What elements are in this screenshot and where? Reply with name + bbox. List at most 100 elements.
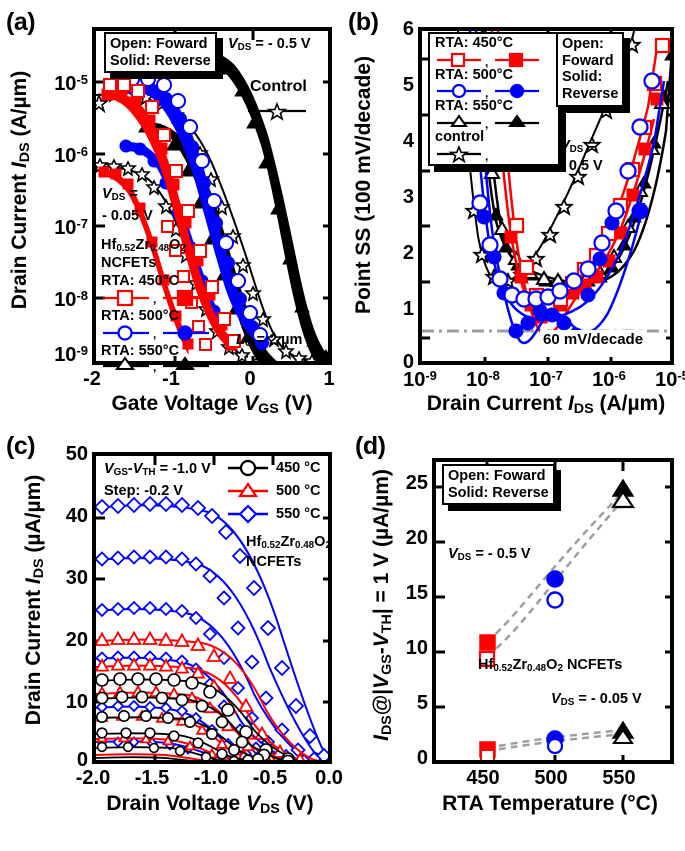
panel-c-xtick-minus15: -1.5 [134,767,170,789]
panel-d-trend-open-high [486,499,624,657]
panel-d-point-500-open-high [546,591,564,609]
panel-a-legend-symbol-450: , [101,289,221,307]
panel-d-ytick-5: 5 [416,692,428,714]
panel-c-xlabel: Drain Voltage VDS (V) [106,792,314,818]
panel-a-ytick-1e-7: 10-7 [54,216,88,239]
panel-a-solid-label: Solid: Reverse [110,52,211,69]
panel-d-xlabel: RTA Temperature (°C) [442,792,658,815]
panel-c-xtick-0: 0.0 [315,767,343,789]
panel-d-ylabel: IDS@|VGS-VTH| = 1 V (µA/µm) [370,469,396,741]
panel-b-open-label: Open: [562,36,604,52]
panel-c-vgs-vth-annotation: VGS-VTH = -1.0 V [104,461,211,479]
panel-b-ytick-5: 5 [402,74,414,96]
panel-a-curves [96,31,328,361]
panel-b-reverse-label: Reverse [562,86,619,103]
panel-b-ylabel: Point SS (100 mV/decade) [352,56,375,314]
panel-a-open-label: Open: Foward [110,36,208,52]
panel-a-material-line1: Hf0.52Zr0.48O2 [101,237,186,255]
panel-c-ytick-30: 30 [65,567,88,589]
panel-b-label: (b) [348,8,379,36]
panel-a-xtick-minus2: -2 [83,368,101,390]
panel-b-legend-symbol-450: , [435,52,553,69]
panel-b-vds-line1: VDS = [560,138,596,156]
panel-d-point-450-solid-high [479,634,496,651]
panel-b-ytick-3: 3 [402,186,414,208]
panel-c-ytick-10: 10 [65,691,88,713]
panel-c-xtick-minus2: -2.0 [75,767,111,789]
panel-b-foward-label: Foward [562,52,614,69]
svg-text:,: , [153,292,156,306]
panel-a-material-line2: NCFETs [101,255,157,271]
panel-b-curves [422,31,670,361]
panel-d-trend-solid-high [486,491,624,643]
panel-b-vds-line2: - 0.5 V [560,158,603,174]
panel-d-material-annotation: Hf0.52Zr0.48O2 NCFETs [478,657,623,675]
panel-d-trend-solid-low [486,728,624,750]
panel-c-xtick-minus05: -0.5 [252,767,288,789]
panel-c-ytick-50: 50 [65,443,88,465]
svg-text:,: , [485,86,488,100]
panel-a-xtick-0: 0 [244,368,256,390]
panel-c-ytick-40: 40 [65,505,88,527]
panel-b-ytick-1: 1 [402,298,414,320]
panel-b-legend-label-500: RTA: 500°C [435,66,514,83]
panel-a-control-symbol [248,101,306,121]
panel-b-legend-symbol-550: , [435,114,553,131]
panel-a-lg-annotation: LG = 2 µm [236,332,303,350]
panel-c-label: (c) [6,432,36,460]
panel-c-step-annotation: Step: -0.2 V [104,483,183,499]
panel-a-open-solid-legend: Open: Foward Solid: Reverse [104,32,217,74]
panel-b-ytick-2: 2 [402,242,414,264]
panel-b-legend-label-550: RTA: 550°C [435,98,514,115]
panel-b-legend-label-450: RTA: 450°C [435,35,514,51]
svg-text:,: , [153,360,156,374]
panel-d-ytick-10: 10 [405,637,428,659]
panel-b-ref-line-label: 60 mV/decade [540,330,647,350]
panel-d-point-500-solid-high [546,570,564,588]
panel-c-ytick-20: 20 [65,629,88,651]
panel-a-vds-low-line1: VDS = [102,186,138,204]
panel-a-xtick-1: 1 [323,368,335,390]
panel-b-solid-label: Solid: [562,69,603,86]
panel-a-legend-label-450: RTA: 450°C [101,273,180,289]
panel-d-point-450-open-high [478,650,496,668]
panel-b-xtick-1e-7: 10-7 [529,368,563,391]
panel-a-legend-label-500: RTA: 500°C [101,308,180,324]
panel-d-xtick-450: 450 [466,767,500,789]
panel-d-vds-high-annotation: VDS = - 0.5 V [448,546,531,564]
panel-b-legend-symbol-control: , [435,144,553,164]
panel-d-ytick-25: 25 [405,472,428,494]
panel-d-plot-area [432,458,674,764]
panel-d-point-450-open-low [480,749,495,760]
panel-d-trend-open-low [486,732,624,753]
panel-a-vds-low-line2: - 0.05 V [102,208,153,224]
svg-text:,: , [485,55,488,69]
panel-a-plot-area [92,27,332,365]
panel-c-curves [96,456,328,760]
panel-a-legend-symbol-500: , [101,325,221,341]
panel-d-solid-label: Solid: Reverse [448,484,549,501]
panel-a-ytick-1e-6: 10-6 [54,144,88,167]
panel-d-ytick-20: 20 [405,527,428,549]
panel-a-ytick-1e-9: 10-9 [54,343,88,366]
panel-c-legend-label-500: 500 °C [276,483,321,499]
panel-b-ytick-0: 0 [402,351,414,373]
panel-b-legend-symbol-500: , [435,83,553,100]
panel-a-control-label: Control [250,78,307,95]
panel-a-ylabel: Drain Current IDS (A/µm) [8,70,34,310]
panel-a-xlabel: Gate Voltage VGS (V) [111,392,313,418]
panel-c-legend-row-550 [228,504,328,524]
panel-d-point-550-open-high [610,490,636,509]
panel-b-xlabel: Drain Current IDS (A/µm) [426,392,666,418]
panel-c-xtick-minus1: -1.0 [193,767,229,789]
panel-b-legend-label-control: control [435,129,485,146]
panel-d-xtick-500: 500 [534,767,568,789]
panel-c-legend-label-550: 550 °C [276,506,321,522]
panel-d-xtick-550: 550 [602,767,636,789]
panel-a-xtick-minus1: -1 [162,368,180,390]
panel-d-point-500-open-low [546,737,564,755]
panel-a-ytick-1e-5: 10-5 [54,72,88,95]
panel-c-legend-row-450 [228,458,328,477]
panel-d-label: (d) [355,432,386,460]
